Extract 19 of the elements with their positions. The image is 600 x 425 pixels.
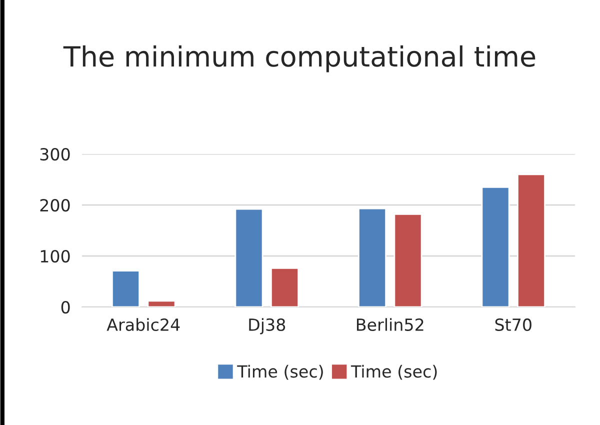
legend-label: Time (sec) — [350, 364, 437, 380]
y-tick-label: 0 — [61, 300, 70, 314]
bar — [516, 174, 546, 307]
chart-title: The minimum computational time — [63, 45, 536, 72]
x-tick-label: Dj38 — [249, 318, 286, 334]
bar — [358, 208, 387, 307]
y-tick-label: 100 — [40, 250, 70, 263]
legend-label: Time (sec) — [237, 364, 323, 380]
bar — [270, 268, 299, 307]
bar — [112, 270, 140, 307]
y-tick-label: 300 — [40, 148, 70, 161]
x-tick-label: Arabic24 — [106, 318, 180, 332]
x-tick-label: St70 — [495, 318, 532, 332]
x-tick-label: Berlin52 — [356, 318, 424, 332]
y-tick-label: 200 — [40, 198, 70, 212]
bar — [481, 186, 510, 307]
bar — [147, 300, 176, 307]
bar — [394, 213, 422, 307]
bar — [234, 208, 264, 307]
